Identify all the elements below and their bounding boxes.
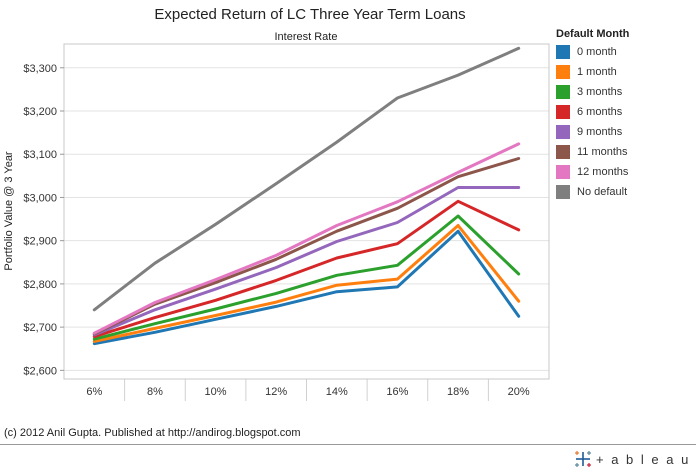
legend-swatch [556, 45, 570, 59]
y-axis-ticks: $2,600 $2,700 $2,800 $2,900 $3,000 $3,100 $3,2… [23, 63, 64, 377]
x-tick-label-2: 10% [205, 386, 227, 398]
legend-item-0-month[interactable]: 0 month [556, 42, 696, 62]
legend-label: 9 months [577, 126, 623, 138]
y-tick-label-3: $2,900 [23, 236, 57, 248]
series-line-0-month [92, 229, 521, 346]
y-tick-label-6: $3,200 [23, 106, 57, 118]
legend-label: 12 months [577, 166, 629, 178]
legend-label: 6 months [577, 106, 623, 118]
series-line-6-months [92, 199, 521, 339]
y-tick-label-7: $3,300 [23, 63, 57, 75]
legend-item-no-default[interactable]: No default [556, 182, 696, 202]
legend-item-12-months[interactable]: 12 months [556, 162, 696, 182]
series-lines [92, 46, 521, 346]
legend-items: 0 month 1 month 3 months 6 months 9 months 11… [556, 42, 696, 202]
y-tick-label-4: $3,000 [23, 192, 57, 204]
y-tick-label-1: $2,700 [23, 322, 57, 334]
legend-swatch [556, 85, 570, 99]
legend-item-1-month[interactable]: 1 month [556, 62, 696, 82]
legend-item-9-months[interactable]: 9 months [556, 122, 696, 142]
x-axis-title: Interest Rate [275, 31, 338, 43]
legend-title: Default Month [556, 28, 630, 40]
tableau-wordmark: + a b l e a u [596, 451, 691, 467]
legend: Default Month 0 month 1 month 3 months 6 mo… [556, 28, 696, 202]
series-line-3-months [92, 214, 521, 341]
tableau-cross-icon [575, 451, 591, 467]
legend-swatch [556, 185, 570, 199]
x-tick-label-0: 6% [86, 386, 102, 398]
series-line-9-months [92, 186, 521, 337]
legend-label: No default [577, 186, 628, 198]
legend-swatch [556, 125, 570, 139]
legend-item-11-months[interactable]: 11 months [556, 142, 696, 162]
legend-swatch [556, 65, 570, 79]
x-tick-label-7: 20% [508, 386, 530, 398]
footer-divider [0, 444, 696, 445]
tableau-logo: + a b l e a u [574, 449, 690, 469]
x-tick-label-6: 18% [447, 386, 469, 398]
legend-label: 1 month [577, 66, 617, 78]
chart-title: Expected Return of LC Three Year Term Lo… [154, 6, 466, 23]
y-tick-label-2: $2,800 [23, 279, 57, 291]
series-line-no-default [92, 46, 521, 312]
plot-area-border [63, 43, 550, 380]
legend-label: 0 month [577, 46, 617, 58]
legend-label: 11 months [577, 146, 628, 158]
y-axis-title: Portfolio Value @ 3 Year [3, 151, 15, 271]
legend-swatch [556, 145, 570, 159]
y-tick-label-0: $2,600 [23, 365, 57, 377]
x-tick-label-3: 12% [265, 386, 287, 398]
y-tick-label-5: $3,100 [23, 149, 57, 161]
line-chart: $2,600 $2,700 $2,800 $2,900 $3,000 $3,100 $3,2… [3, 31, 550, 401]
legend-swatch [556, 165, 570, 179]
series-line-11-months [92, 157, 521, 336]
legend-swatch [556, 105, 570, 119]
series-line-1-month [92, 224, 521, 343]
legend-label: 3 months [577, 86, 623, 98]
legend-item-3-months[interactable]: 3 months [556, 82, 696, 102]
legend-item-6-months[interactable]: 6 months [556, 102, 696, 122]
footer-credit: (c) 2012 Anil Gupta. Published at http:/… [4, 427, 301, 439]
x-axis-ticks: 6% 8% 10% 12% 14% 16% 18% 20% [86, 386, 530, 398]
x-tick-label-1: 8% [147, 386, 163, 398]
x-tick-label-4: 14% [326, 386, 348, 398]
series-line-12-months [92, 142, 521, 335]
x-tick-label-5: 16% [386, 386, 408, 398]
